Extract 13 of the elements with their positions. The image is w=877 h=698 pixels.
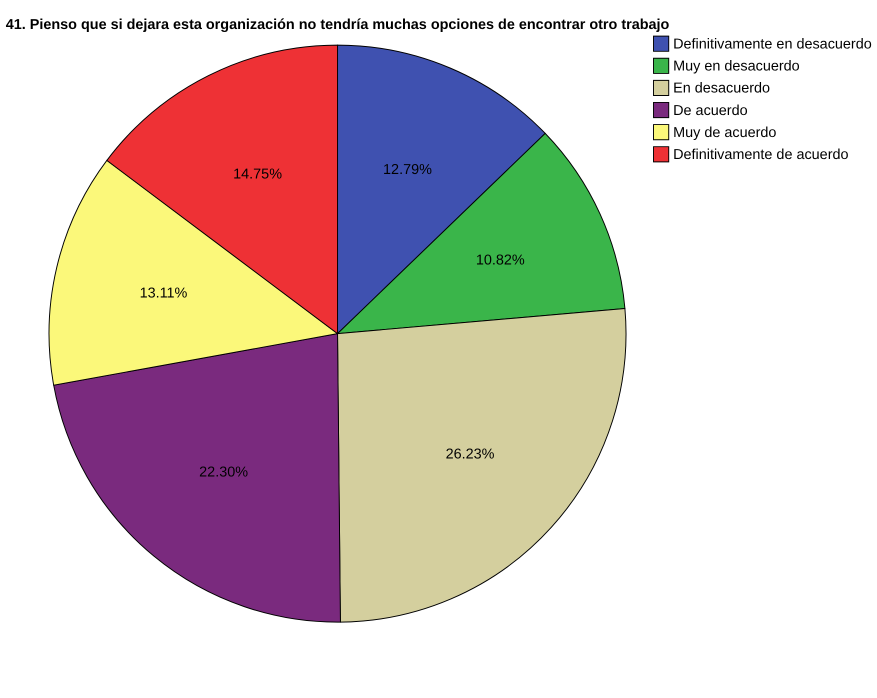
data-label: 14.75% bbox=[233, 166, 282, 182]
data-label: 10.82% bbox=[476, 252, 525, 268]
legend-label: De acuerdo bbox=[673, 102, 748, 119]
data-label: 26.23% bbox=[446, 446, 495, 463]
legend-label: En desacuerdo bbox=[673, 80, 770, 97]
data-label: 13.11% bbox=[140, 285, 188, 302]
legend-label: Muy en desacuerdo bbox=[673, 58, 800, 75]
data-label: 12.79% bbox=[383, 162, 432, 178]
data-label: 22.30% bbox=[199, 464, 248, 480]
legend-label: Muy de acuerdo bbox=[673, 124, 776, 141]
legend-label: Definitivamente de acuerdo bbox=[673, 147, 849, 164]
legend-label: Definitivamente en desacuerdo bbox=[673, 36, 872, 53]
chart-title: 41. Pienso que si dejara esta organización no tendría muchas opciones de encontrar otro trabajo bbox=[6, 16, 670, 33]
